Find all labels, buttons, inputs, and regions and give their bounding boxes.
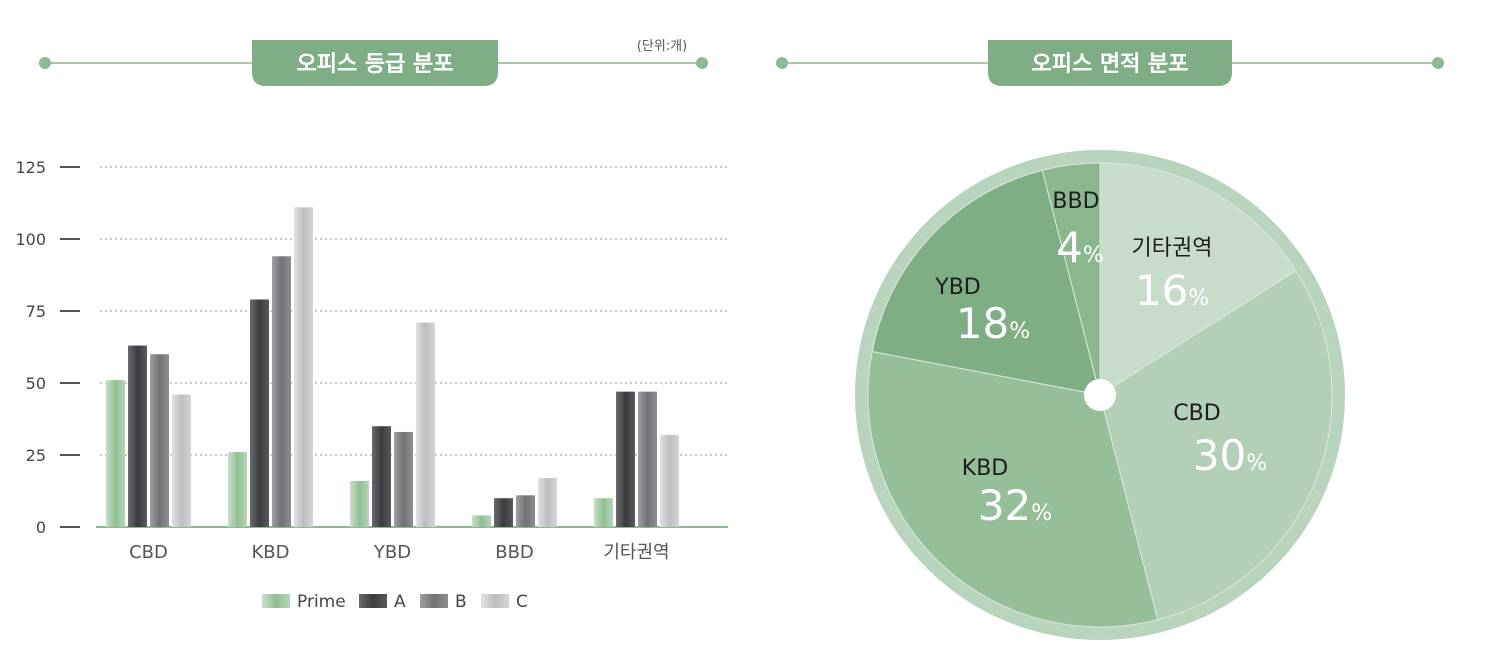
bar-a [494, 498, 513, 527]
pie-slice-label: 기타권역 [1132, 236, 1213, 261]
bar-prime [594, 498, 613, 527]
bar-chart: 0 25 50 75 100 125 CBD KBD YBD BBD 기타권역 [15, 158, 728, 563]
bar-b [394, 431, 413, 527]
bar-prime [350, 480, 369, 527]
title-badge [252, 40, 498, 86]
pie-slice-kbd [867, 350, 1159, 628]
pie-slice-label: CBD [1173, 401, 1220, 426]
pie-slice-cbd [1099, 269, 1333, 621]
pie-slice-value: 4% [1056, 223, 1104, 272]
legend-swatch-a [359, 594, 387, 608]
bar-c [660, 434, 679, 527]
pie-slice-label: YBD [934, 275, 980, 300]
x-tick-label: CBD [129, 542, 168, 563]
title-badge [988, 40, 1232, 86]
legend-swatch-b [420, 594, 448, 608]
header-dot-right [1432, 57, 1444, 69]
bar-b [272, 256, 291, 527]
y-tick-label: 75 [26, 302, 46, 321]
bar-a [616, 391, 635, 527]
pie-slices [867, 162, 1333, 628]
pie-slice-value: 16% [1135, 266, 1209, 315]
y-tick-label: 25 [26, 446, 46, 465]
pie-center-hole [1084, 379, 1116, 411]
y-tick-label: 125 [15, 158, 46, 177]
legend-label-prime: Prime [297, 592, 346, 612]
legend-label-c: C [516, 592, 528, 612]
bar-a [250, 299, 269, 527]
bar-prime [106, 380, 125, 527]
bar-c [416, 322, 435, 527]
pie-slice-label: BBD [1052, 189, 1099, 214]
x-axis: CBD KBD YBD BBD 기타권역 [129, 542, 670, 563]
y-axis: 0 25 50 75 100 125 [15, 158, 80, 537]
header-dot-left [776, 57, 788, 69]
pie-slice-other [1099, 162, 1297, 396]
x-tick-label: BBD [495, 542, 534, 563]
header-dot-right [696, 57, 708, 69]
pie-slice-ybd [871, 169, 1101, 396]
bars [106, 207, 679, 527]
bar-b [638, 391, 657, 527]
bar-c [172, 394, 191, 527]
x-tick-label: 기타권역 [603, 542, 669, 563]
bar-a [372, 426, 391, 527]
y-tick-label: 0 [36, 518, 46, 537]
x-tick-label: YBD [373, 542, 411, 563]
bar-a [128, 345, 147, 527]
bar-b [150, 354, 169, 527]
pie-slice-bbd [1041, 162, 1101, 396]
legend: Prime A B C [262, 592, 528, 612]
bar-c [294, 207, 313, 527]
bar-b [516, 495, 535, 527]
unit-label: (단위:개) [637, 39, 687, 54]
pie-slice-value: 30% [1193, 431, 1267, 480]
bar-c [538, 478, 557, 527]
bar-prime [228, 452, 247, 527]
x-tick-label: KBD [251, 542, 289, 563]
legend-swatch-c [481, 594, 509, 608]
pie-slice-value: 18% [956, 299, 1030, 348]
y-tick-label: 50 [26, 374, 46, 393]
pie-slice-label: KBD [962, 456, 1008, 481]
bar-chart-title: 오피스 등급 분포 [297, 52, 454, 77]
legend-label-a: A [394, 592, 406, 612]
header-dot-left [39, 57, 51, 69]
legend-swatch-prime [262, 594, 290, 608]
legend-label-b: B [455, 592, 467, 612]
bar-chart-header: 오피스 등급 분포 (단위:개) [39, 39, 708, 86]
pie-chart-header: 오피스 면적 분포 [776, 40, 1444, 86]
pie-slice-value: 32% [978, 481, 1052, 530]
pie-chart-title: 오피스 면적 분포 [1032, 52, 1189, 77]
bar-prime [472, 515, 491, 527]
y-tick-label: 100 [15, 230, 46, 249]
